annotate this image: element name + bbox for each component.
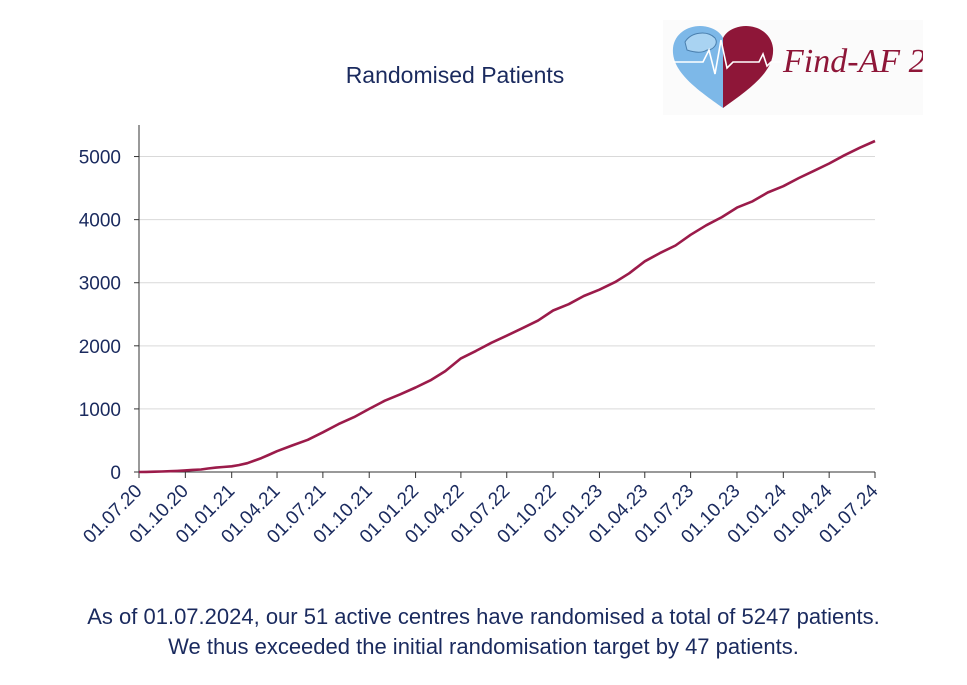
series-line: [138, 139, 876, 474]
chart-title: Randomised Patients: [345, 62, 565, 88]
logo-text: Find-AF 2: [782, 43, 923, 80]
footer-line-1: As of 01.07.2024, our 51 active centres …: [87, 604, 880, 629]
y-tick-label: 5000: [79, 148, 121, 169]
y-tick-label: 2000: [79, 337, 121, 358]
find-af2-logo: Find-AF 2: [663, 20, 923, 115]
y-tick-label: 1000: [79, 400, 121, 421]
y-tick-label: 4000: [79, 211, 121, 232]
footer-line-2: We thus exceeded the initial randomisati…: [168, 634, 799, 659]
y-tick-label: 0: [110, 463, 121, 484]
axes: [134, 125, 876, 478]
line-chart: 01000200030004000500001.07.2001.10.2001.…: [79, 125, 883, 548]
gridlines: [139, 156, 875, 410]
y-tick-label: 3000: [79, 274, 121, 295]
footer-note: As of 01.07.2024, our 51 active centres …: [0, 602, 967, 662]
series-layer: [138, 139, 876, 474]
